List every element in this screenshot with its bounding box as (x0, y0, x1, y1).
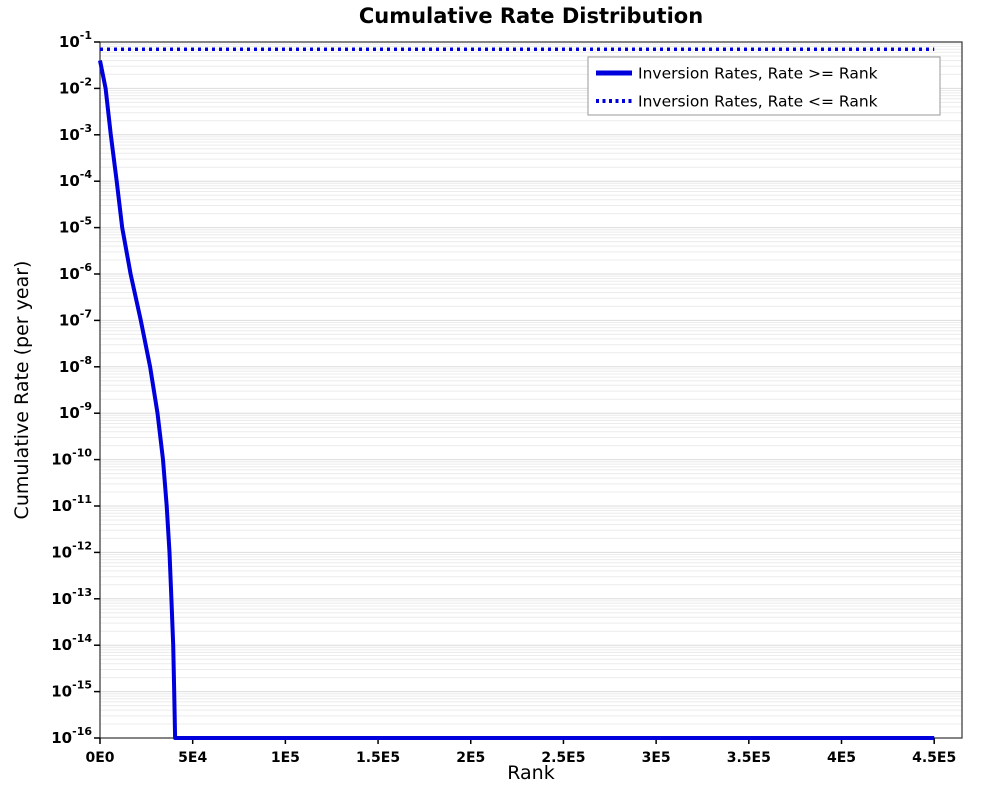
x-tick-label: 5E4 (178, 750, 207, 766)
y-tick-label: 10-8 (59, 354, 92, 376)
x-tick-label: 2E5 (456, 750, 485, 766)
legend-label: Inversion Rates, Rate <= Rank (638, 93, 878, 111)
legend-entry: Inversion Rates, Rate >= Rank (596, 65, 878, 83)
x-tick-label: 3.5E5 (727, 750, 771, 766)
plot-border (99, 41, 963, 739)
y-tick-label: 10-1 (59, 29, 92, 51)
y-tick-label: 10-9 (59, 400, 92, 422)
series-line-rate-ge-rank (98, 60, 935, 740)
x-tick-label: 4E5 (827, 750, 856, 766)
y-tick-label: 10-7 (59, 307, 92, 329)
grid-lines (100, 43, 962, 725)
y-tick-label: 10-4 (59, 168, 92, 190)
x-tick-label: 3E5 (642, 750, 671, 766)
y-tick-label: 10-3 (59, 122, 92, 144)
y-tick-label: 10-12 (51, 539, 92, 561)
y-tick-label: 10-5 (59, 215, 92, 237)
y-tick-label: 10-10 (51, 447, 92, 469)
y-tick-label: 10-16 (51, 725, 92, 747)
x-axis-label: Rank (507, 762, 555, 784)
x-tick-label: 0E0 (85, 750, 114, 766)
y-tick-label: 10-13 (51, 586, 92, 608)
y-tick-label: 10-14 (51, 632, 92, 654)
y-tick-label: 10-11 (51, 493, 92, 515)
x-tick-label: 2.5E5 (541, 750, 585, 766)
chart-title: Cumulative Rate Distribution (358, 4, 704, 28)
x-tick-label: 1.5E5 (356, 750, 400, 766)
legend-box (587, 56, 941, 116)
x-tick-label: 4.5E5 (912, 750, 956, 766)
legend: Inversion Rates, Rate >= Rank Inversion R… (587, 56, 941, 116)
y-tick-label: 10-2 (59, 75, 92, 97)
legend-entry: Inversion Rates, Rate <= Rank (596, 93, 878, 111)
y-tick-label: 10-6 (59, 261, 92, 283)
y-tick-label: 10-15 (51, 679, 92, 701)
legend-label: Inversion Rates, Rate >= Rank (638, 65, 878, 83)
x-tick-label: 1E5 (271, 750, 300, 766)
axes: 0E0 5E4 1E5 1.5E5 2E5 2.5E5 3E5 3.5E5 4E5 4.5E5 10… (51, 29, 956, 766)
